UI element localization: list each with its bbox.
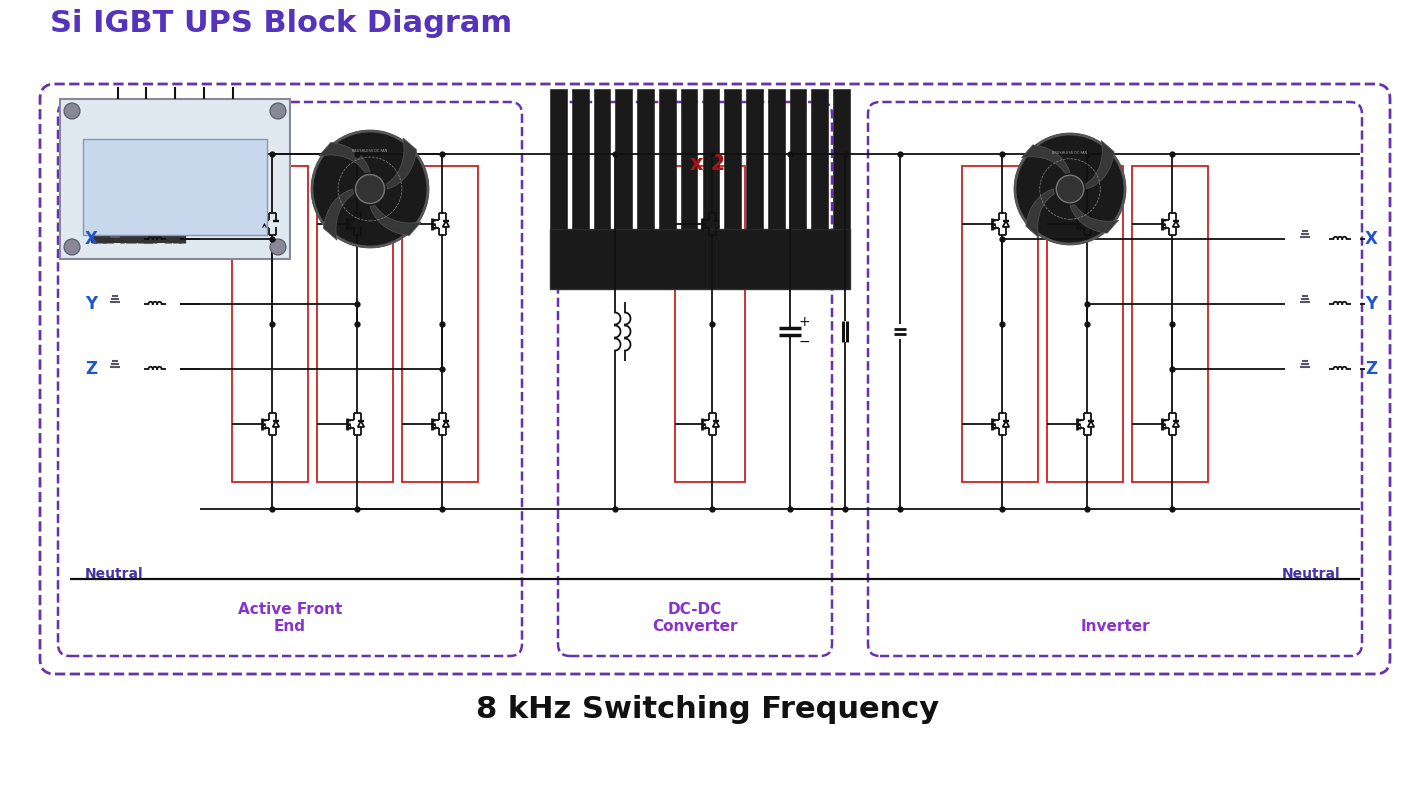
Bar xyxy=(550,229,850,289)
Polygon shape xyxy=(369,206,422,236)
Bar xyxy=(675,166,746,482)
Text: Y: Y xyxy=(1365,295,1377,313)
Text: Z: Z xyxy=(85,360,98,378)
Text: −: − xyxy=(799,335,811,349)
Bar xyxy=(702,89,719,229)
Text: Si IGBT UPS Block Diagram: Si IGBT UPS Block Diagram xyxy=(50,9,512,39)
Circle shape xyxy=(64,239,81,255)
Circle shape xyxy=(64,103,81,119)
Text: BRUSHLESS DC FAN: BRUSHLESS DC FAN xyxy=(1053,151,1088,155)
Polygon shape xyxy=(1026,189,1054,237)
Text: DC-DC
Converter: DC-DC Converter xyxy=(652,601,737,634)
Circle shape xyxy=(270,239,286,255)
Circle shape xyxy=(311,131,427,247)
Text: Active Front
End: Active Front End xyxy=(238,601,342,634)
Text: X: X xyxy=(85,230,98,248)
Circle shape xyxy=(355,174,385,204)
Bar xyxy=(659,89,676,229)
Bar xyxy=(833,89,850,229)
Text: X: X xyxy=(1365,230,1378,248)
Bar xyxy=(317,166,393,482)
Bar xyxy=(550,89,567,229)
Bar xyxy=(1047,166,1124,482)
Circle shape xyxy=(270,103,286,119)
Bar xyxy=(746,89,763,229)
Text: x 2: x 2 xyxy=(691,154,726,174)
Polygon shape xyxy=(324,189,354,240)
Bar xyxy=(811,89,828,229)
Bar xyxy=(1132,166,1208,482)
Circle shape xyxy=(1056,175,1084,203)
Bar xyxy=(572,89,589,229)
Text: Y: Y xyxy=(85,295,98,313)
Bar xyxy=(83,139,267,235)
Bar xyxy=(616,89,633,229)
Polygon shape xyxy=(386,138,416,189)
Text: Neutral: Neutral xyxy=(85,567,144,581)
Bar xyxy=(768,89,785,229)
Bar xyxy=(232,166,308,482)
Text: +: + xyxy=(799,315,811,328)
Polygon shape xyxy=(318,143,369,172)
Text: Neutral: Neutral xyxy=(1282,567,1340,581)
Polygon shape xyxy=(1070,205,1119,234)
Circle shape xyxy=(1015,134,1125,244)
Bar xyxy=(962,166,1039,482)
Bar xyxy=(724,89,741,229)
Polygon shape xyxy=(1022,145,1070,174)
Polygon shape xyxy=(1085,140,1114,189)
Bar xyxy=(790,89,807,229)
Text: BRUSHLESS DC FAN: BRUSHLESS DC FAN xyxy=(352,149,388,153)
Text: 8 kHz Switching Frequency: 8 kHz Switching Frequency xyxy=(475,694,940,724)
Bar xyxy=(59,99,290,259)
Bar xyxy=(402,166,478,482)
Text: Inverter: Inverter xyxy=(1080,619,1150,634)
Bar xyxy=(593,89,610,229)
Bar xyxy=(681,89,698,229)
Text: Z: Z xyxy=(1365,360,1377,378)
Bar xyxy=(637,89,654,229)
